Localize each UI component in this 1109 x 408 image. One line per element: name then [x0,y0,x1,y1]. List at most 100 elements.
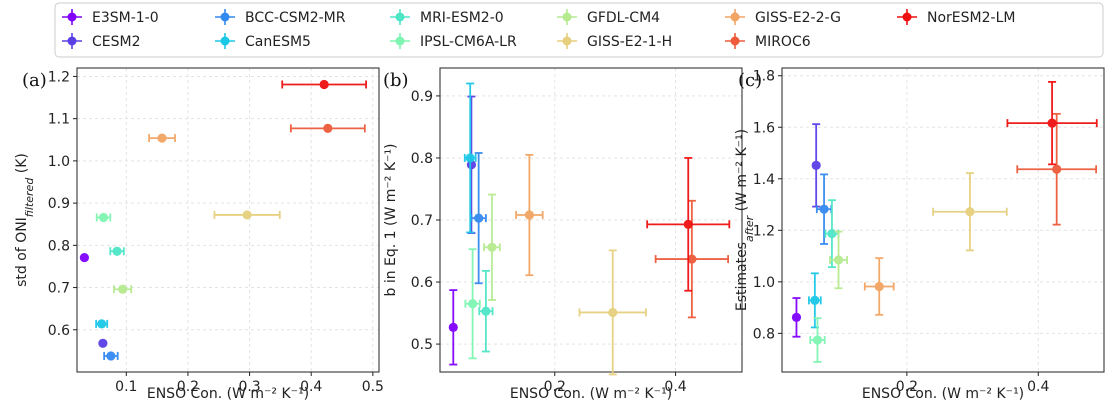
point-marker [487,242,497,252]
y-axis-label: Estimatesafter (W m⁻² K⁻¹) [734,129,756,311]
point-marker [242,210,252,220]
x-tick-label: 0.3 [238,379,260,395]
axes-frame [781,67,1105,373]
y-axis-label: std of ONIfiltered (K) [14,153,36,287]
y-tick-label: 0.8 [48,238,70,254]
x-tick-label: 0.4 [1027,379,1049,395]
y-tick-label: 1.4 [753,172,775,188]
panel-label: (c) [738,70,762,91]
legend-marker [730,36,740,46]
legend-label: E3SM-1-0 [92,10,159,26]
data-point [863,257,895,316]
x-tick-label: 0.4 [664,379,686,395]
data-point [463,82,477,234]
panel-label: (a) [22,70,47,91]
legend-label: MIROC6 [755,34,811,50]
data-point [1006,81,1098,166]
y-tick-label: 0.7 [411,213,433,229]
point-marker [98,338,108,348]
legend-marker [220,12,230,22]
data-point [281,79,367,90]
legend-entry: NorESM2-LM [897,9,1015,26]
point-marker [157,133,167,143]
panel-label: (b) [383,70,409,91]
data-point [148,133,176,143]
point-marker [112,246,122,256]
legend-entry: GISS-E2-2-G [725,9,841,26]
data-point [79,252,89,263]
point-marker [812,335,823,345]
y-tick-label: 0.6 [411,275,433,291]
point-marker [819,204,829,214]
panels: 0.1 0.2 0.3 0.4 0.5 0.6 0.7 0.8 0.9 1.0 1.1 1.2 ENSO… [14,67,1105,402]
data-point [478,269,494,353]
data-point [932,172,1008,252]
data-point [289,123,366,133]
x-axis-label: ENSO Con. (W m⁻² K⁻¹) [862,386,1024,402]
point-marker [833,255,844,265]
legend-label: GFDL-CM4 [587,10,660,26]
data-point [811,123,821,208]
point-marker [965,207,975,217]
point-marker [465,153,475,163]
x-tick-label: 0.1 [115,379,137,395]
x-tick-label: 0.2 [896,379,918,395]
y-tick-label: 1.2 [48,69,70,85]
legend-label: CanESM5 [245,34,311,50]
x-tick-label: 0.5 [362,379,384,395]
point-marker [687,254,697,264]
legend-marker [562,12,572,22]
panel-b: 0.2 0.4 0.5 0.6 0.7 0.8 0.9 ENSO Con. (W m⁻² K⁻… [383,67,743,402]
legend-label: BCC-CSM2-MR [245,10,346,26]
axes-frame [76,67,380,373]
point-marker [827,229,837,239]
legend-entry: BCC-CSM2-MR [215,9,346,26]
x-tick-label: 0.4 [300,379,322,395]
point-marker [608,307,618,318]
point-marker [481,306,491,316]
legend-entry: MIROC6 [725,33,811,50]
point-marker [97,319,107,329]
point-marker [448,322,458,332]
data-point [791,297,802,338]
legend-entry: GISS-E2-1-H [557,33,672,50]
point-marker [319,79,329,90]
y-tick-label: 0.6 [48,323,70,339]
data-point [98,338,108,348]
legend-marker [562,36,572,46]
legend-entry: GFDL-CM4 [557,9,660,26]
legend-label: MRI-ESM2-0 [420,10,504,26]
y-tick-label: 1.8 [753,69,775,85]
legend-entry: MRI-ESM2-0 [390,9,504,26]
legend-marker [395,12,405,22]
legend-entry: IPSL-CM6A-LR [390,33,517,50]
y-tick-label: 1.6 [753,120,775,136]
legend-label: GISS-E2-2-G [755,10,841,26]
point-marker [468,299,478,309]
legend-marker [902,12,912,22]
y-tick-label: 1.0 [48,154,70,170]
point-marker [1052,164,1062,174]
point-marker [323,123,333,133]
data-point [809,317,826,363]
data-point [470,152,487,285]
legend-marker [730,12,740,22]
point-marker [524,210,534,220]
data-point [95,212,112,223]
point-marker [1047,118,1057,128]
point-marker [683,219,693,229]
point-marker [810,295,820,305]
legend-marker [67,36,77,46]
legend-frame [54,2,1104,58]
legend-label: CESM2 [92,34,141,50]
data-point [654,199,730,319]
legend-entry: E3SM-1-0 [62,9,159,26]
point-marker [98,212,109,223]
point-marker [79,252,89,263]
y-tick-label: 0.8 [411,151,433,167]
x-tick-label: 0.2 [177,379,199,395]
legend-marker [395,36,405,46]
x-axis-label: ENSO Con. (W m⁻² K⁻¹) [147,386,309,402]
legend: E3SM-1-0 CESM2 BCC-CSM2-MR CanESM5 MRI-ESM2-… [54,2,1104,58]
